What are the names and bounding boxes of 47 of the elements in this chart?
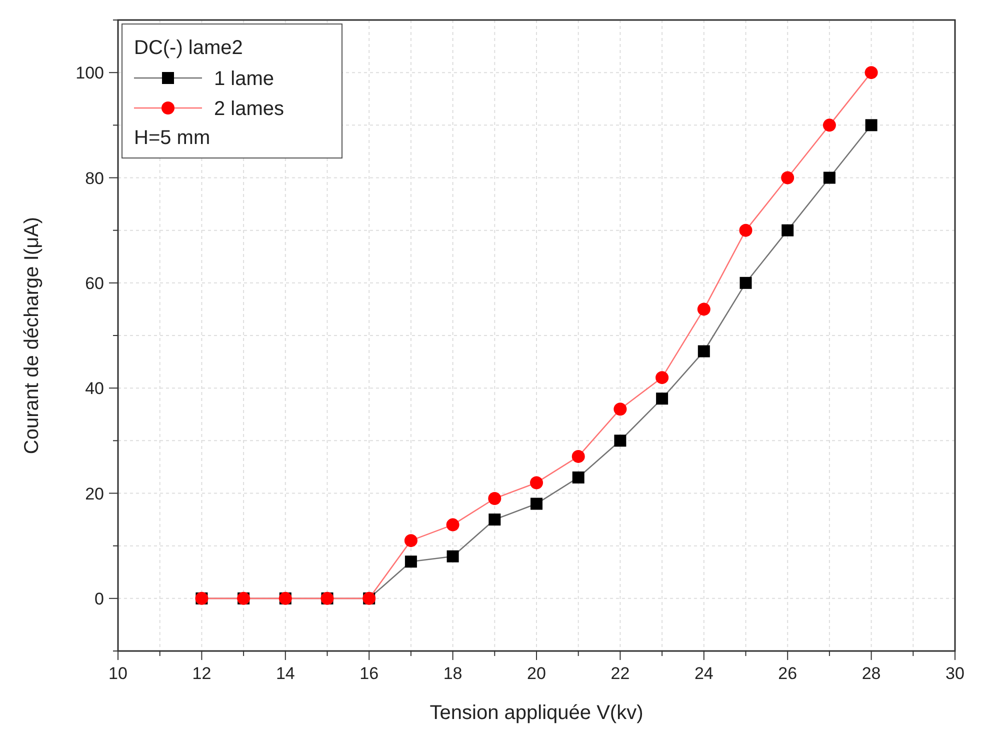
- y-tick-label: 60: [85, 274, 104, 293]
- point: [488, 492, 502, 506]
- x-tick-label: 22: [610, 664, 630, 683]
- y-axis-title: Courant de décharge I(μA): [21, 216, 43, 454]
- point: [782, 224, 794, 236]
- x-tick-label: 10: [108, 664, 128, 683]
- x-tick-label: 18: [443, 664, 462, 683]
- x-tick-label: 28: [862, 664, 881, 683]
- point: [739, 224, 752, 237]
- y-tick-label: 100: [76, 64, 104, 83]
- point: [740, 276, 752, 289]
- point: [698, 345, 710, 358]
- x-tick-label: 26: [778, 664, 798, 683]
- point: [614, 402, 627, 416]
- x-axis-title: Tension appliquée V(kv): [430, 702, 644, 724]
- x-tick-label: 24: [694, 664, 714, 683]
- point: [656, 371, 669, 384]
- y-tick-label: 20: [85, 484, 104, 504]
- point: [572, 450, 585, 463]
- x-tick-label: 12: [192, 664, 212, 683]
- x-tick-label: 20: [527, 664, 546, 683]
- point: [530, 476, 543, 490]
- point: [822, 118, 836, 132]
- point: [781, 171, 794, 184]
- legend-label: 1 lame: [214, 68, 274, 90]
- y-tick-label: 0: [94, 589, 104, 608]
- point: [530, 498, 542, 510]
- point: [697, 302, 710, 316]
- point: [404, 556, 417, 568]
- y-tick-label: 40: [85, 379, 104, 398]
- y-tick-label: 80: [85, 168, 104, 188]
- annotation: H=5 mm: [134, 127, 210, 149]
- point: [446, 550, 459, 562]
- point: [614, 434, 626, 447]
- x-tick-label: 30: [946, 664, 964, 683]
- point: [446, 518, 460, 532]
- point: [864, 66, 878, 80]
- legend-label: 2 lames: [214, 98, 284, 120]
- point: [656, 392, 668, 405]
- point: [865, 119, 878, 132]
- x-tick-label: 14: [276, 664, 295, 683]
- point: [404, 534, 418, 548]
- point: [572, 471, 584, 484]
- x-tick-label: 16: [360, 664, 379, 683]
- legend-title: DC(-) lame2: [134, 37, 243, 59]
- point: [488, 514, 501, 526]
- point: [823, 172, 836, 184]
